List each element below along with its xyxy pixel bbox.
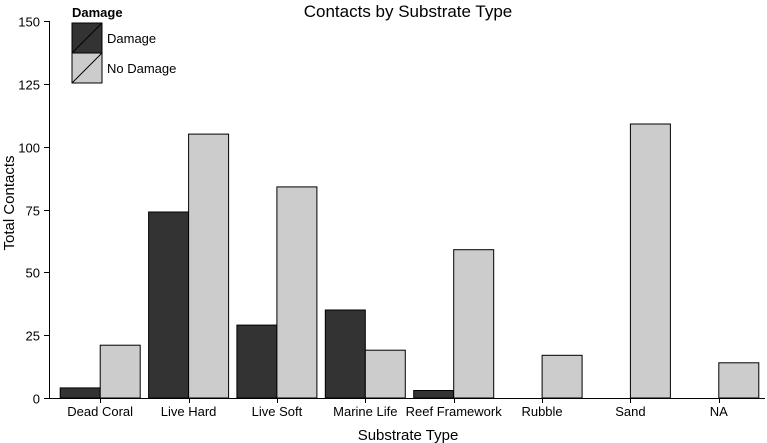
bar-no-damage: [364, 349, 406, 399]
y-axis-label: Total Contacts: [1, 155, 18, 250]
x-tick-label: Rubble: [521, 404, 562, 419]
legend-title: Damage: [72, 5, 123, 20]
bar-damage: [236, 324, 278, 399]
x-tick-label: Live Soft: [252, 404, 303, 419]
legend-label-damage: Damage: [107, 31, 156, 46]
x-tick-label: Live Hard: [161, 404, 217, 419]
bar-no-damage: [188, 133, 230, 399]
bar-damage: [59, 387, 101, 399]
bar-damage: [324, 309, 366, 399]
bar-no-damage: [541, 354, 583, 399]
y-axis-ticks: 0 25 50 75 100 125 150: [18, 15, 49, 407]
x-axis-label: Substrate Type: [358, 427, 459, 443]
bar-damage: [148, 211, 190, 399]
bar-no-damage: [453, 249, 495, 399]
legend: Damage Damage No Damage: [71, 5, 176, 84]
x-tick-label: Dead Coral: [67, 404, 133, 419]
legend-label-no-damage: No Damage: [107, 61, 176, 76]
y-tick-label: 25: [26, 329, 40, 344]
chart-title: Contacts by Substrate Type: [304, 2, 513, 21]
legend-swatch-damage-slash: [71, 22, 103, 54]
x-tick-label: NA: [710, 404, 728, 419]
bar-no-damage: [718, 362, 760, 399]
y-tick-label: 50: [26, 266, 40, 281]
y-tick-label: 150: [18, 15, 40, 30]
bar-no-damage: [99, 344, 141, 399]
bar-no-damage: [629, 123, 671, 399]
y-tick-label: 125: [18, 78, 40, 93]
y-tick-label: 75: [26, 204, 40, 219]
x-axis-ticks: Dead Coral Live Hard Live Soft Marine Life R…: [67, 398, 728, 419]
bars-group: [59, 123, 760, 399]
y-tick-label: 100: [18, 141, 40, 156]
x-tick-label: Reef Framework: [406, 404, 503, 419]
legend-swatch-no-damage-slash: [71, 52, 103, 84]
bar-damage: [413, 390, 455, 399]
y-tick-label: 0: [33, 392, 40, 407]
x-tick-label: Marine Life: [333, 404, 397, 419]
bar-no-damage: [276, 186, 318, 399]
x-tick-label: Sand: [615, 404, 645, 419]
